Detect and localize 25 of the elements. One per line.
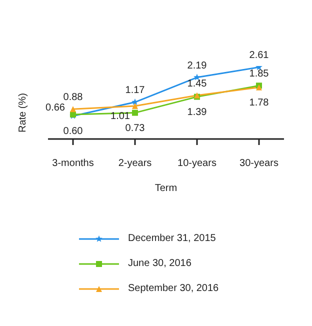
data-label: 0.73 xyxy=(125,122,146,134)
data-label: 1.17 xyxy=(125,85,146,96)
data-label: 0.88 xyxy=(63,92,84,104)
data-label: 1.01 xyxy=(110,111,130,122)
data-label: 0.66 xyxy=(46,102,66,114)
x-tick-label: 10-years xyxy=(178,158,216,170)
x-tick-label: 3-months xyxy=(52,158,94,170)
point xyxy=(132,103,138,110)
x-axis-title: Term xyxy=(154,183,178,194)
data-label: 1.39 xyxy=(187,106,208,118)
point xyxy=(70,106,76,112)
data-label: 2.61 xyxy=(249,50,270,62)
data-label: 0.60 xyxy=(63,126,84,137)
data-label: 1.78 xyxy=(249,97,270,108)
data-label: 2.19 xyxy=(187,60,208,72)
point xyxy=(132,110,138,116)
x-tick-label: 30-years xyxy=(240,158,278,170)
data-label: 1.85 xyxy=(249,68,270,80)
data-label: 1.45 xyxy=(187,78,208,90)
legend-label: December 31, 2015 xyxy=(128,233,216,244)
y-axis-title: Rate (%) xyxy=(18,93,29,132)
point xyxy=(132,98,138,106)
legend-label: June 30, 2016 xyxy=(128,258,192,269)
x-tick-label: 2-years xyxy=(118,158,152,170)
legend-label: September 30, 2016 xyxy=(128,283,219,294)
